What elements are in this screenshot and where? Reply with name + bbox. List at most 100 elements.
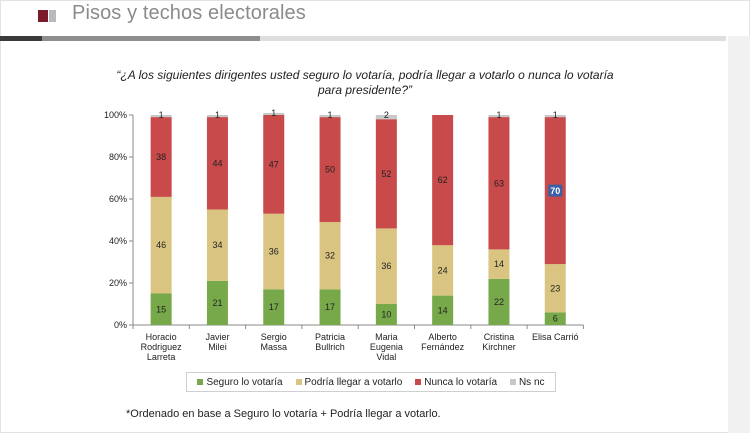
data-label: 17	[269, 302, 279, 312]
legend-label: Ns nc	[518, 376, 545, 388]
x-category-label: Bullrich	[315, 342, 345, 352]
data-label: 32	[325, 251, 335, 261]
y-tick-label: 80%	[109, 152, 127, 162]
data-label: 36	[269, 247, 279, 257]
bar-segment	[263, 115, 285, 214]
y-tick-label: 100%	[104, 110, 127, 120]
bar-segment	[150, 196, 172, 294]
data-label: 47	[269, 159, 279, 169]
logo-block-dark	[38, 10, 48, 22]
footnote: *Ordenado en base a Seguro lo votaría + …	[126, 408, 441, 420]
bar-segment	[544, 115, 566, 118]
data-label: 23	[550, 283, 560, 293]
y-tick-label: 0%	[114, 320, 127, 330]
legend-label: Nunca lo votaría	[424, 376, 498, 388]
bar-segment	[432, 295, 454, 325]
bar-segment	[150, 115, 172, 118]
bar-segment	[206, 209, 228, 281]
data-label: 1	[159, 110, 164, 120]
x-category-label: Eugenia	[370, 342, 403, 352]
data-label: 2	[384, 110, 389, 120]
x-category-label: Sergio	[261, 332, 287, 342]
survey-question: “¿A los siguientes dirigentes usted segu…	[116, 68, 614, 97]
data-label: 21	[212, 298, 222, 308]
data-label: 24	[438, 265, 448, 275]
data-label: 36	[381, 261, 391, 271]
data-label: 70	[550, 186, 560, 196]
data-label: 52	[381, 169, 391, 179]
x-category-label: Patricia	[315, 332, 345, 342]
data-label: 50	[325, 165, 335, 175]
highlight-label-box	[548, 184, 563, 197]
data-label: 34	[212, 240, 222, 250]
x-category-label: Massa	[260, 342, 287, 352]
right-margin-strip	[728, 36, 750, 433]
title-divider-dark	[0, 36, 42, 41]
y-tick-label: 40%	[109, 236, 127, 246]
x-category-label: Kirchner	[482, 342, 516, 352]
bar-segment	[488, 249, 510, 279]
bar-segment	[319, 222, 341, 290]
legend-label: Podría llegar a votarlo	[304, 376, 403, 388]
bar-segment	[488, 278, 510, 325]
legend-swatch	[509, 379, 516, 385]
bar-segment	[319, 115, 341, 118]
bar-segment	[375, 304, 397, 325]
slide-title: Pisos y techos electorales	[72, 2, 306, 24]
data-label: 38	[156, 152, 166, 162]
bar-segment	[544, 312, 566, 325]
legend-swatch	[295, 379, 302, 385]
x-category-label: Cristina	[484, 332, 515, 342]
legend-label: Seguro lo votaría	[206, 376, 283, 388]
data-label: 1	[496, 110, 501, 120]
legend-swatch	[415, 379, 422, 385]
bar-segment	[488, 115, 510, 118]
bar-segment	[263, 213, 285, 290]
y-tick-label: 20%	[109, 278, 127, 288]
bar-segment	[263, 289, 285, 325]
x-category-label: Larreta	[147, 352, 176, 362]
data-label: 1	[328, 110, 333, 120]
title-divider-light	[260, 36, 726, 41]
bar-segment	[150, 293, 172, 325]
data-label: 14	[494, 259, 504, 269]
brand-logo-mark	[38, 10, 56, 22]
bar-segment	[432, 245, 454, 296]
data-label: 63	[494, 178, 504, 188]
legend-item: Seguro lo votaría	[197, 376, 283, 388]
bar-segment	[263, 112, 285, 115]
data-label: 22	[494, 297, 504, 307]
x-category-label: Milei	[208, 342, 227, 352]
data-label: 14	[438, 305, 448, 315]
bar-segment	[206, 280, 228, 325]
data-label: 17	[325, 302, 335, 312]
title-divider-mid	[42, 36, 260, 41]
data-label: 62	[438, 175, 448, 185]
legend-swatch	[197, 379, 204, 385]
data-label: 1	[553, 110, 558, 120]
bar-segment	[150, 117, 172, 197]
data-label: 10	[381, 310, 391, 320]
bar-segment	[206, 117, 228, 210]
x-category-label: Fernández	[421, 342, 465, 352]
bar-segment	[206, 115, 228, 118]
x-category-label: Javier	[205, 332, 229, 342]
x-category-label: Horacio	[146, 332, 177, 342]
logo-block-light	[49, 10, 56, 22]
data-label: 15	[156, 304, 166, 314]
bar-segment	[375, 119, 397, 229]
x-category-label: Vidal	[376, 352, 396, 362]
x-category-label: Maria	[375, 332, 398, 342]
data-label: 44	[212, 158, 222, 168]
data-label: 6	[553, 314, 558, 324]
legend-item: Nunca lo votaría	[415, 377, 497, 388]
data-label: 1	[271, 108, 276, 118]
bar-segment	[319, 289, 341, 325]
x-category-label: Alberto	[428, 332, 457, 342]
data-label: 1	[215, 110, 220, 120]
bar-segment	[544, 264, 566, 313]
bar-segment	[319, 117, 341, 223]
y-tick-label: 60%	[109, 194, 127, 204]
